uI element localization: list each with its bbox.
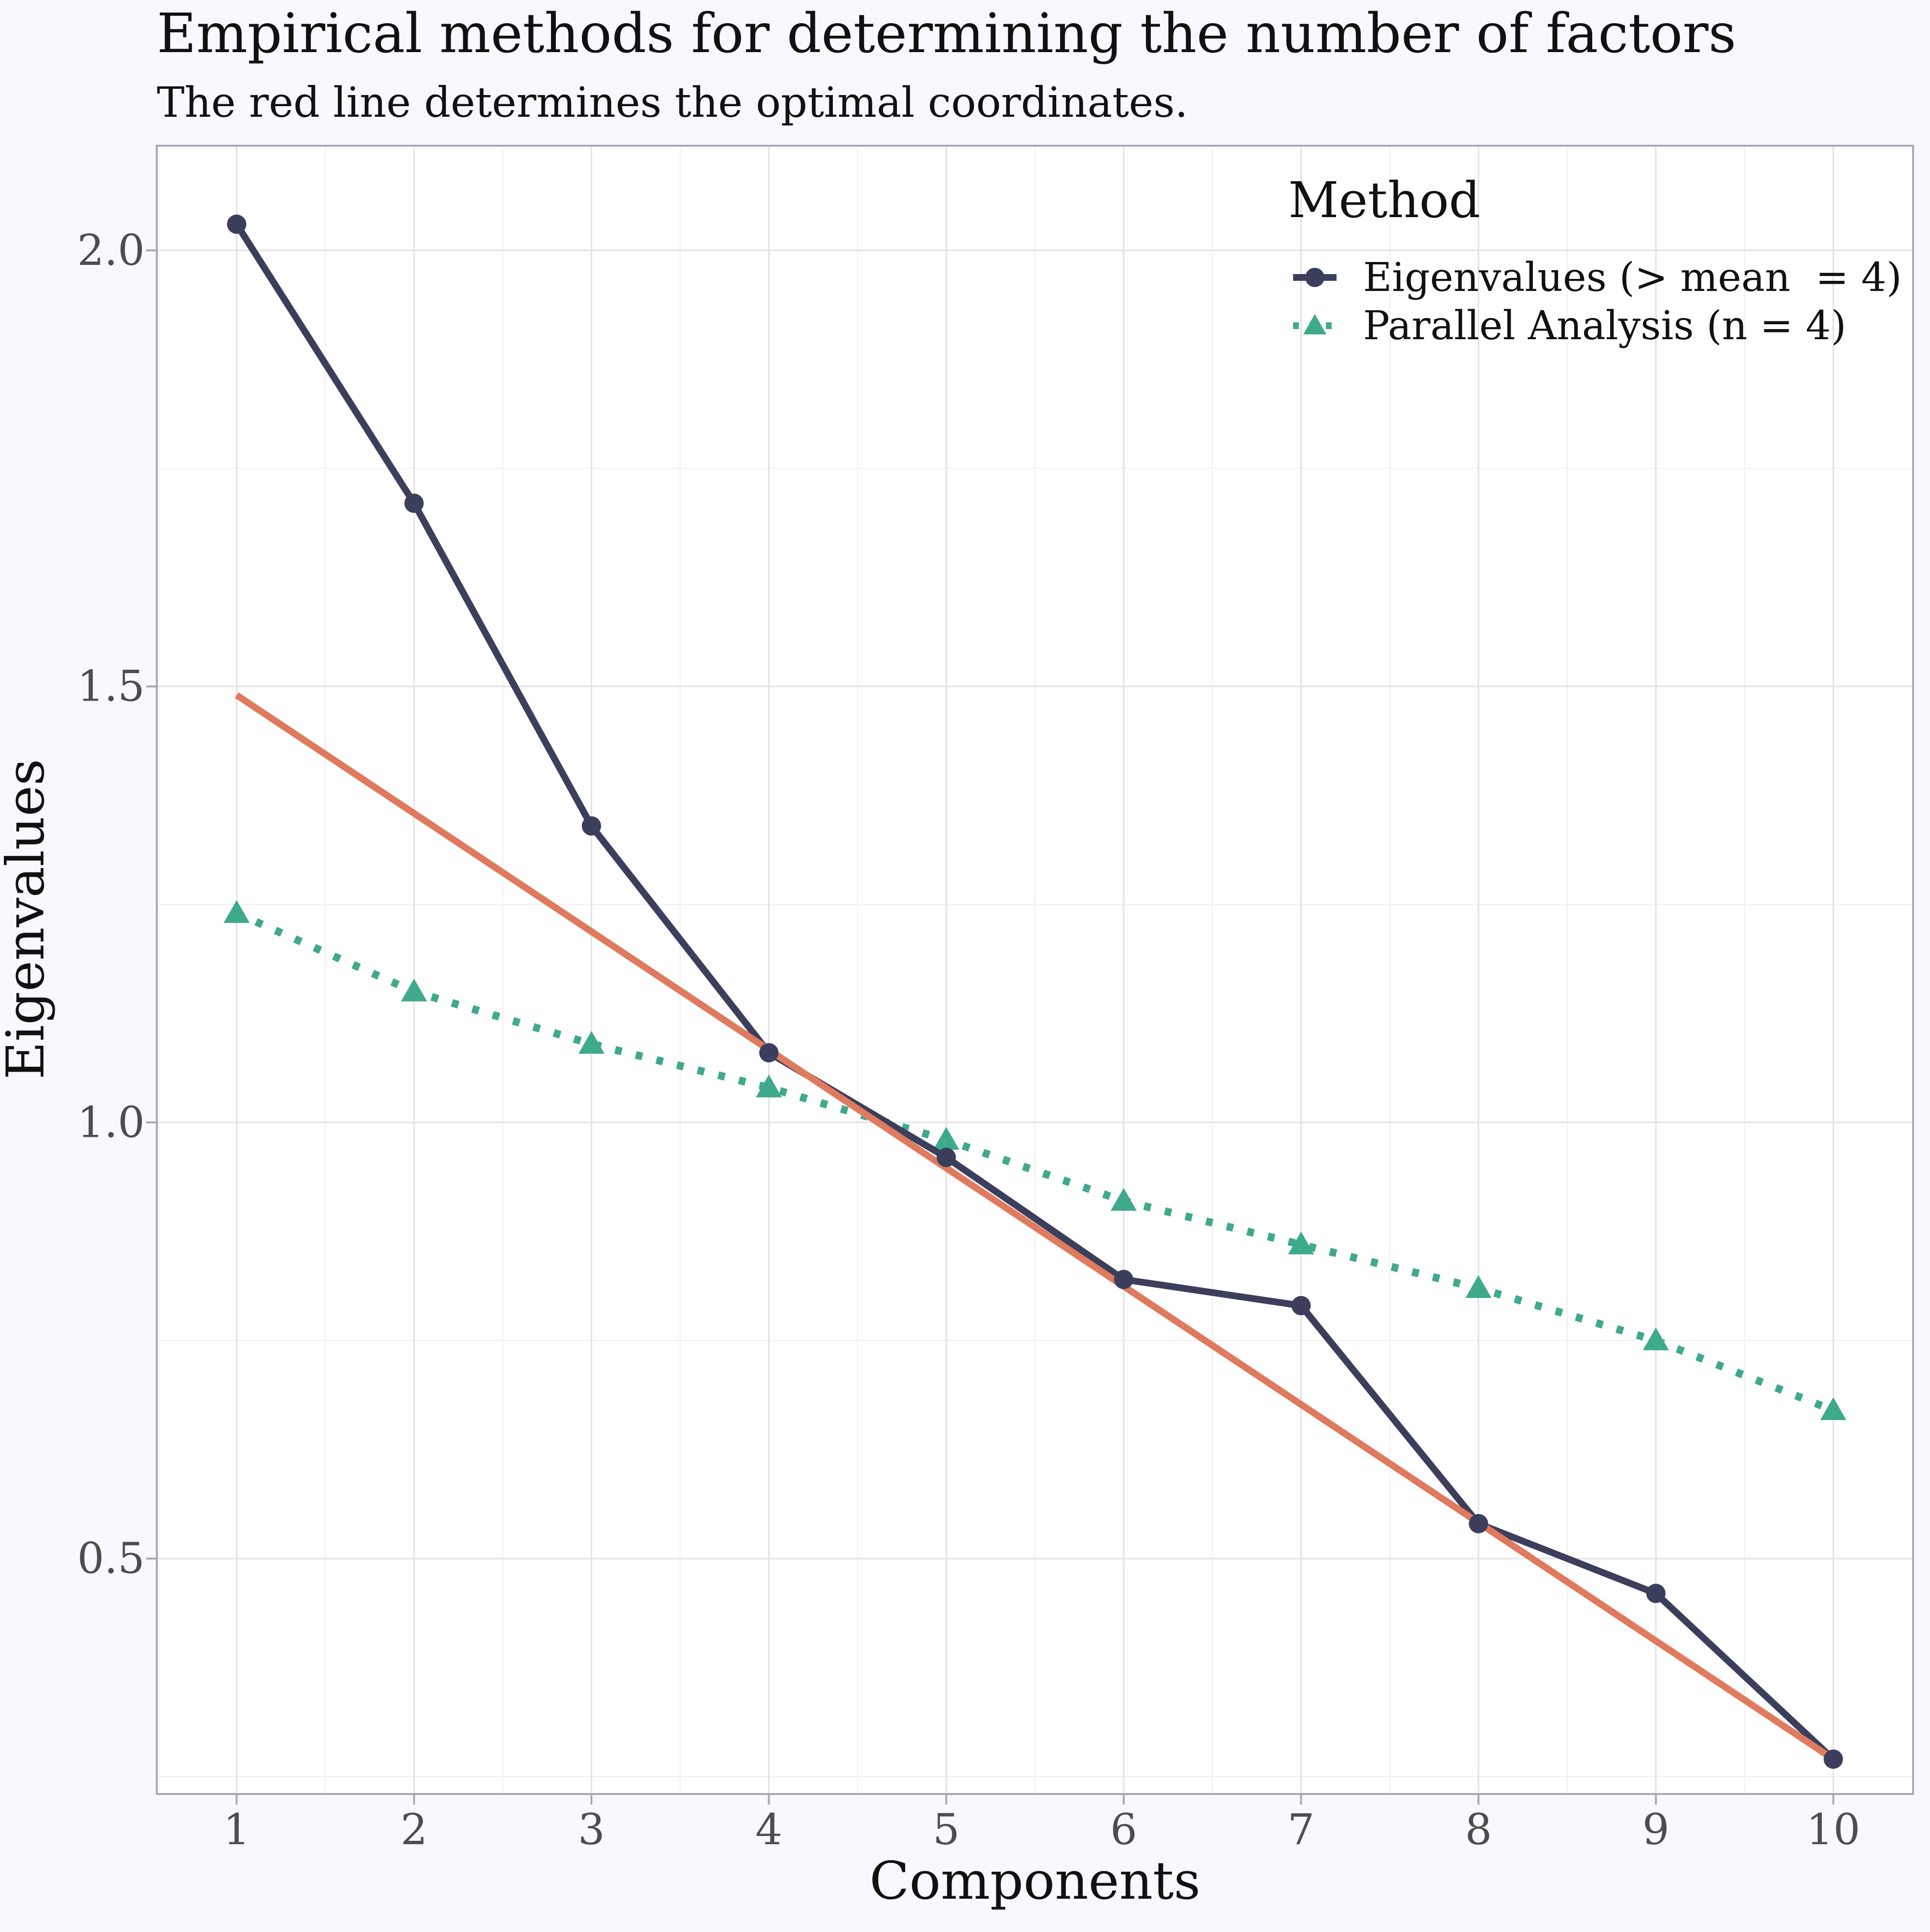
legend-label-parallel: Parallel Analysis (n = 4) bbox=[1363, 303, 1846, 349]
x-tick-label: 5 bbox=[933, 1805, 960, 1854]
x-tick-label: 6 bbox=[1110, 1805, 1137, 1854]
grid-lines bbox=[157, 146, 1913, 1794]
eigenvalues-point bbox=[1646, 1584, 1666, 1603]
parallel-analysis-point bbox=[401, 979, 427, 1002]
legend-key-eigenvalues-marker bbox=[1305, 268, 1324, 287]
y-tick-label: 1.5 bbox=[77, 662, 145, 711]
chart-title: Empirical methods for determining the nu… bbox=[157, 2, 1736, 65]
parallel-analysis-point bbox=[578, 1031, 605, 1054]
y-tick-label: 0.5 bbox=[77, 1533, 145, 1583]
x-axis-label: Components bbox=[869, 1851, 1200, 1911]
eigenvalues-point bbox=[937, 1147, 956, 1167]
y-tick-label: 2.0 bbox=[77, 225, 145, 275]
x-tick-label: 10 bbox=[1806, 1805, 1861, 1854]
x-tick-label: 4 bbox=[755, 1805, 782, 1854]
eigenvalues-point bbox=[759, 1043, 779, 1063]
x-tick-label: 1 bbox=[223, 1805, 250, 1854]
eigenvalues-point bbox=[1291, 1296, 1311, 1315]
parallel-analysis-point bbox=[1642, 1327, 1669, 1351]
plot-border bbox=[156, 145, 1914, 1795]
optimal-coordinates-line bbox=[234, 692, 1835, 1762]
eigenvalues-point bbox=[1469, 1514, 1489, 1533]
x-tick-label: 2 bbox=[400, 1805, 427, 1854]
parallel-analysis-point bbox=[1288, 1231, 1314, 1255]
eigenvalues-point bbox=[581, 816, 601, 836]
eigenvalues-point bbox=[1823, 1749, 1843, 1769]
chart-subtitle: The red line determines the optimal coor… bbox=[157, 79, 1188, 127]
eigenvalues-point bbox=[227, 214, 247, 234]
eigenvalues-point bbox=[404, 494, 424, 513]
legend: Method Eigenvalues (> mean = 4)Parallel … bbox=[1288, 172, 1902, 349]
x-tick-label: 7 bbox=[1288, 1805, 1315, 1854]
series-layer bbox=[223, 214, 1847, 1769]
legend-label-eigenvalues: Eigenvalues (> mean = 4) bbox=[1363, 255, 1902, 301]
x-tick-label: 9 bbox=[1642, 1805, 1669, 1854]
legend-title: Method bbox=[1288, 172, 1480, 229]
parallel-analysis-point bbox=[1820, 1397, 1847, 1420]
legend-items: Eigenvalues (> mean = 4)Parallel Analysi… bbox=[1293, 255, 1902, 349]
y-tick-label: 1.0 bbox=[77, 1097, 145, 1147]
x-tick-label: 8 bbox=[1465, 1805, 1492, 1854]
x-tick-label: 3 bbox=[578, 1805, 605, 1854]
parallel-analysis-point bbox=[1110, 1187, 1137, 1211]
parallel-analysis-point bbox=[1465, 1275, 1492, 1298]
parallel-analysis-point bbox=[223, 900, 250, 923]
parallel-analysis-point bbox=[933, 1127, 960, 1150]
eigenvalues-line bbox=[234, 222, 1836, 1762]
parallel-analysis-point bbox=[756, 1075, 782, 1098]
y-axis-label: Eigenvalues bbox=[0, 759, 56, 1080]
eigenvalues-point bbox=[1114, 1270, 1133, 1289]
legend-key-parallel-marker bbox=[1303, 314, 1326, 334]
axes: 1 2 3 4 5 6 7 8 9 10 0.5 1.0 1.5 2.0 bbox=[77, 145, 1914, 1854]
